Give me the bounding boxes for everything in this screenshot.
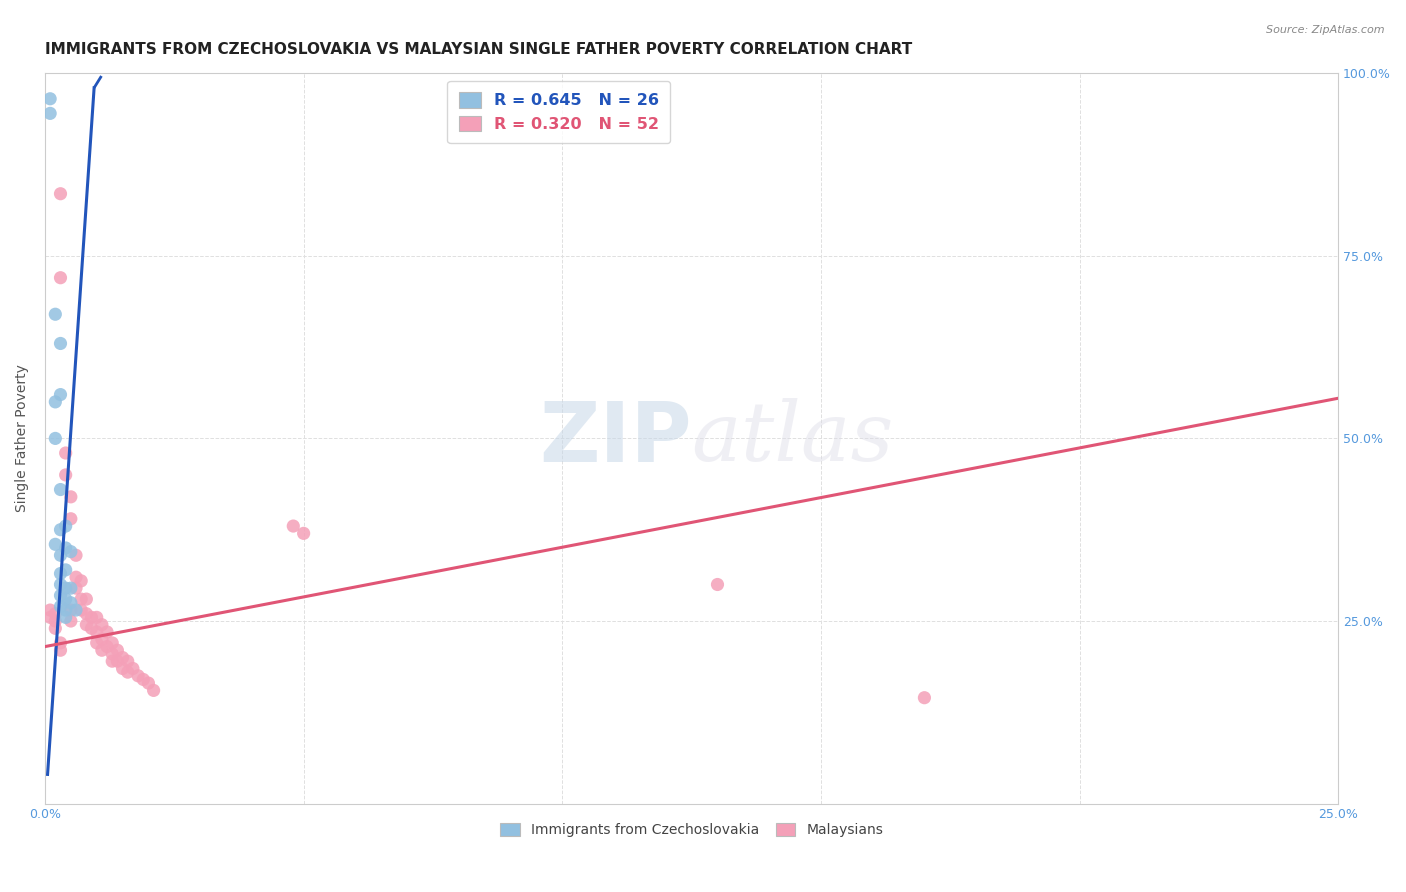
Point [55, 541, 77, 555]
Point [49, 577, 72, 591]
Point [59, 512, 82, 526]
Text: Source: ZipAtlas.com: Source: ZipAtlas.com [1267, 25, 1385, 35]
Point [49, 636, 72, 650]
Point [44, 431, 66, 445]
Point [86, 636, 108, 650]
Point [59, 490, 82, 504]
Point [706, 577, 728, 591]
Point [90, 632, 112, 647]
Point [75, 592, 97, 607]
Point [59, 614, 82, 628]
Point [127, 669, 149, 683]
Point [44, 614, 66, 628]
Point [55, 603, 77, 617]
Point [55, 446, 77, 460]
Point [86, 610, 108, 624]
Point [117, 654, 139, 668]
Point [44, 307, 66, 321]
Point [39, 603, 62, 617]
Point [75, 607, 97, 621]
Text: atlas: atlas [692, 399, 894, 478]
Point [132, 673, 155, 687]
Point [55, 519, 77, 533]
Point [65, 549, 87, 563]
Point [80, 610, 103, 624]
Point [105, 643, 128, 657]
Point [70, 574, 93, 588]
Point [101, 654, 124, 668]
Point [59, 596, 82, 610]
Text: IMMIGRANTS FROM CZECHOSLOVAKIA VS MALAYSIAN SINGLE FATHER POVERTY CORRELATION CH: IMMIGRANTS FROM CZECHOSLOVAKIA VS MALAYS… [45, 42, 912, 57]
Point [65, 570, 87, 584]
Point [65, 581, 87, 595]
Point [44, 621, 66, 635]
Point [39, 106, 62, 120]
Point [111, 661, 134, 675]
Text: ZIP: ZIP [538, 398, 692, 479]
Point [142, 683, 165, 698]
Point [105, 654, 128, 668]
Point [44, 607, 66, 621]
Point [39, 610, 62, 624]
Point [70, 603, 93, 617]
Point [49, 589, 72, 603]
Point [111, 650, 134, 665]
Point [55, 610, 77, 624]
Point [49, 549, 72, 563]
Point [292, 526, 315, 541]
Point [49, 599, 72, 614]
Point [80, 621, 103, 635]
Point [49, 336, 72, 351]
Point [90, 617, 112, 632]
Point [44, 537, 66, 551]
Y-axis label: Single Father Poverty: Single Father Poverty [15, 365, 30, 512]
Point [101, 636, 124, 650]
Point [86, 624, 108, 639]
Point [101, 647, 124, 661]
Point [55, 563, 77, 577]
Point [49, 643, 72, 657]
Legend: Immigrants from Czechoslovakia, Malaysians: Immigrants from Czechoslovakia, Malaysia… [494, 816, 890, 844]
Point [55, 581, 77, 595]
Point [39, 92, 62, 106]
Point [90, 643, 112, 657]
Point [55, 467, 77, 482]
Point [96, 624, 118, 639]
Point [117, 665, 139, 680]
Point [55, 592, 77, 607]
Point [96, 640, 118, 654]
Point [49, 387, 72, 401]
Point [59, 603, 82, 617]
Point [75, 617, 97, 632]
Point [59, 544, 82, 558]
Point [65, 603, 87, 617]
Point [49, 523, 72, 537]
Point [70, 592, 93, 607]
Point [912, 690, 935, 705]
Point [122, 661, 145, 675]
Point [49, 483, 72, 497]
Point [49, 186, 72, 201]
Point [138, 676, 160, 690]
Point [49, 270, 72, 285]
Point [59, 581, 82, 595]
Point [49, 566, 72, 581]
Point [283, 519, 305, 533]
Point [44, 395, 66, 409]
